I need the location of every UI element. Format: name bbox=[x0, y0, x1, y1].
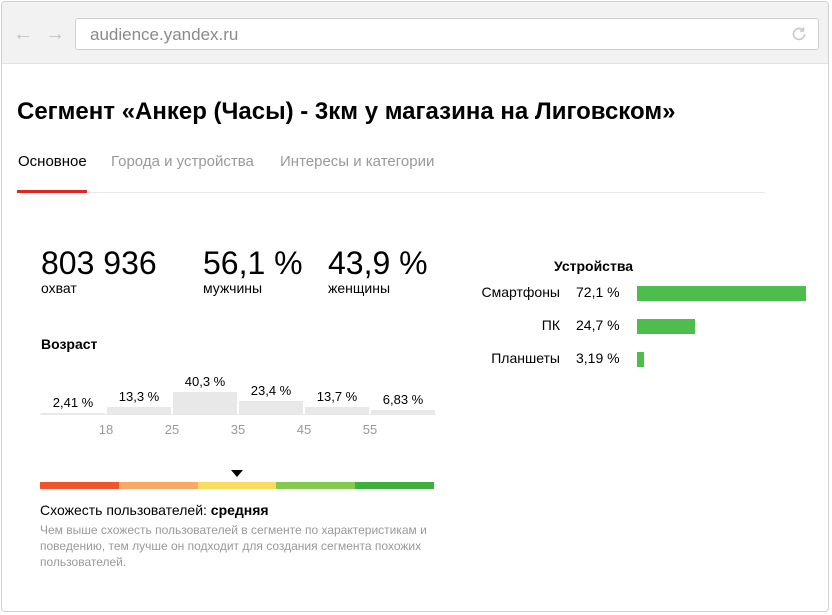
age-bar bbox=[371, 410, 435, 414]
stat-male-value: 56,1 % bbox=[203, 245, 303, 281]
similarity-line: Схожесть пользователей: средняя bbox=[40, 502, 269, 518]
age-bar bbox=[305, 407, 369, 414]
tab-interests-categories[interactable]: Интересы и категории bbox=[280, 153, 435, 170]
stat-reach-value: 803 936 bbox=[41, 245, 157, 281]
device-bar bbox=[637, 319, 695, 334]
stat-male: 56,1 % мужчины bbox=[203, 246, 303, 296]
similarity-label: Схожесть пользователей: bbox=[40, 502, 207, 518]
age-chart: 2,41 % 13,3 % 40,3 % 23,4 % 13,7 % 6,83 % 18 25… bbox=[40, 370, 436, 440]
device-name: ПК bbox=[541, 317, 560, 333]
device-row-smartphones: Смартфоны 72,1 % bbox=[440, 284, 820, 304]
stat-male-label: мужчины bbox=[203, 280, 263, 296]
similarity-marker-icon bbox=[231, 470, 243, 477]
stat-female-label: женщины bbox=[328, 280, 391, 296]
device-row-tablets: Планшеты 3,19 % bbox=[440, 350, 820, 370]
similarity-scale-segment bbox=[118, 482, 198, 489]
age-bar-label: 13,3 % bbox=[118, 389, 160, 404]
stat-reach-label: охват bbox=[41, 280, 77, 296]
reload-icon[interactable] bbox=[790, 25, 808, 43]
age-tick-label: 55 bbox=[362, 422, 378, 437]
age-tick-label: 18 bbox=[98, 422, 114, 437]
age-bar-label: 2,41 % bbox=[52, 395, 94, 410]
url-text: audience.yandex.ru bbox=[90, 25, 239, 44]
device-name: Планшеты bbox=[491, 350, 560, 366]
age-chart-baseline bbox=[40, 414, 436, 415]
device-bar bbox=[637, 286, 806, 301]
age-bar bbox=[173, 392, 237, 414]
devices-heading: Устройства bbox=[554, 258, 634, 274]
active-tab-indicator bbox=[17, 190, 87, 193]
page-title: Сегмент «Анкер (Часы) - 3км у магазина н… bbox=[17, 98, 676, 125]
age-bar-label: 40,3 % bbox=[184, 374, 226, 389]
device-value: 24,7 % bbox=[576, 317, 620, 333]
age-tick-label: 35 bbox=[230, 422, 246, 437]
age-bar-label: 6,83 % bbox=[382, 392, 424, 407]
arrow-right-icon[interactable]: → bbox=[45, 23, 65, 45]
age-tick-label: 25 bbox=[164, 422, 180, 437]
age-bar-label: 13,7 % bbox=[316, 389, 358, 404]
similarity-scale-segment bbox=[355, 482, 434, 489]
similarity-scale-segment bbox=[276, 482, 356, 489]
device-value: 72,1 % bbox=[576, 284, 620, 300]
similarity-scale bbox=[40, 482, 434, 489]
similarity-scale-segment bbox=[40, 482, 119, 489]
similarity-value: средняя bbox=[210, 502, 269, 518]
tab-main[interactable]: Основное bbox=[18, 153, 87, 170]
browser-toolbar: ← → audience.yandex.ru bbox=[2, 2, 828, 64]
tab-bar: Основное Города и устройства Интересы и … bbox=[17, 153, 765, 193]
similarity-scale-segment bbox=[197, 482, 277, 489]
device-value: 3,19 % bbox=[576, 350, 620, 366]
stat-female-value: 43,9 % bbox=[328, 245, 428, 281]
stat-female: 43,9 % женщины bbox=[328, 246, 428, 296]
device-bar bbox=[637, 352, 644, 367]
age-bar bbox=[41, 413, 105, 414]
address-bar[interactable]: audience.yandex.ru bbox=[75, 18, 819, 50]
age-tick-label: 45 bbox=[296, 422, 312, 437]
device-row-pc: ПК 24,7 % bbox=[440, 317, 820, 337]
age-bar-label: 23,4 % bbox=[250, 383, 292, 398]
arrow-left-icon[interactable]: ← bbox=[13, 23, 33, 45]
stat-reach: 803 936 охват bbox=[41, 246, 157, 296]
age-bar bbox=[239, 401, 303, 414]
tab-cities-devices[interactable]: Города и устройства bbox=[111, 153, 254, 170]
similarity-description: Чем выше схожесть пользователей в сегмен… bbox=[40, 523, 427, 569]
age-heading: Возраст bbox=[41, 336, 98, 352]
device-name: Смартфоны bbox=[481, 284, 560, 300]
age-bar bbox=[107, 407, 171, 414]
